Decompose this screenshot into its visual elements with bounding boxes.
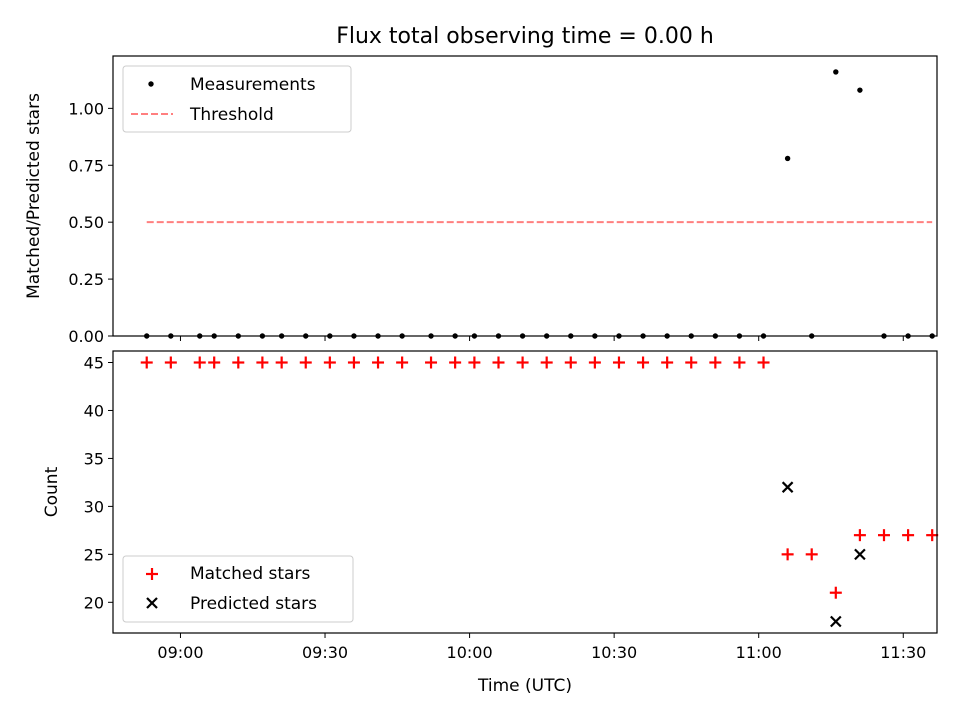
bottom-y-ticks: 20 25 30 35 40 45	[84, 354, 113, 612]
matched-stars-point	[612, 356, 625, 369]
bottom-ytick-label: 30	[84, 497, 104, 516]
legend-threshold-label: Threshold	[189, 105, 274, 125]
matched-stars-point	[733, 356, 746, 369]
top-ytick-label: 0.25	[68, 270, 104, 289]
matched-stars-point	[425, 356, 438, 369]
bottom-x-ticks: 09:00 09:30 10:00 10:30 11:00 11:30	[157, 633, 926, 662]
bottom-plot-area	[140, 356, 939, 628]
top-legend-box	[122, 65, 352, 133]
matched-stars-point	[193, 356, 206, 369]
legend-predicted-label: Predicted stars	[190, 594, 317, 614]
matched-stars-point	[232, 356, 245, 369]
matched-stars-point	[709, 356, 722, 369]
matched-stars-point	[926, 529, 939, 542]
top-ytick-label: 0.00	[68, 327, 104, 346]
top-title: Flux total observing time = 0.00 h	[336, 24, 714, 49]
bottom-xtick-label: 10:00	[447, 643, 493, 662]
matched-stars-point	[829, 586, 842, 599]
bottom-ytick-label: 25	[84, 545, 104, 564]
top-ytick-label: 1.00	[68, 99, 104, 118]
matched-stars-point	[299, 356, 312, 369]
predicted-stars-point	[854, 548, 866, 561]
matched-stars-point	[902, 529, 915, 542]
matched-stars-point	[323, 356, 336, 369]
measurements-point	[784, 155, 791, 162]
bottom-xtick-label: 10:30	[591, 643, 637, 662]
bottom-axes-frame	[112, 350, 938, 634]
bottom-legend: Matched stars Predicted stars	[122, 555, 354, 623]
measurements-point	[857, 87, 863, 93]
matched-stars-point	[540, 356, 553, 369]
bottom-ytick-label: 40	[84, 401, 104, 420]
legend-predicted-marker	[146, 597, 158, 609]
matched-stars-point	[516, 356, 529, 369]
matched-stars-point	[256, 356, 269, 369]
matched-stars-point	[208, 356, 221, 369]
bottom-legend-box	[122, 555, 354, 623]
legend-measurements-label: Measurements	[190, 75, 316, 95]
bottom-xtick-label: 11:00	[736, 643, 782, 662]
matched-stars-point	[164, 356, 177, 369]
bottom-xtick-label: 11:30	[880, 643, 926, 662]
bottom-xtick-label: 09:00	[157, 643, 203, 662]
bottom-x-axis-label: Time (UTC)	[477, 676, 572, 696]
top-y-ticks: 0.00 0.25 0.50 0.75 1.00	[68, 99, 113, 346]
top-axes-frame	[112, 55, 938, 337]
matched-stars-point	[637, 356, 650, 369]
bottom-panel: 20 25 30 35 40 45 09:00 09:30 10:00 10:30 11:00 11…	[42, 350, 939, 696]
bottom-ytick-label: 45	[84, 354, 104, 373]
matched-stars-point	[588, 356, 601, 369]
matched-stars-point	[661, 356, 674, 369]
bottom-ytick-label: 20	[84, 593, 104, 612]
top-legend: Measurements Threshold	[122, 65, 352, 133]
matched-stars-point	[449, 356, 462, 369]
top-panel: Flux total observing time = 0.00 h 0.000…	[24, 24, 938, 346]
matched-stars-point	[275, 356, 288, 369]
predicted-stars-point	[830, 615, 842, 628]
matched-stars-point	[564, 356, 577, 369]
matched-stars-point	[877, 529, 890, 542]
matched-stars-point	[685, 356, 698, 369]
bottom-xtick-label: 09:30	[302, 643, 348, 662]
matched-stars-point	[140, 356, 153, 369]
legend-matched-label: Matched stars	[190, 564, 310, 584]
matched-stars-point	[347, 356, 360, 369]
bottom-y-axis-label: Count	[42, 466, 62, 517]
measurements-point	[833, 69, 839, 75]
legend-measurements-marker	[148, 81, 154, 87]
top-ytick-label: 0.50	[68, 213, 104, 232]
matched-stars-point	[805, 548, 818, 561]
matched-stars-point	[853, 529, 866, 542]
matched-stars-point	[781, 548, 794, 561]
top-ytick-label: 0.75	[68, 156, 104, 175]
legend-matched-marker	[146, 568, 158, 580]
top-x-ticks	[179, 336, 904, 341]
matched-stars-point	[757, 356, 770, 369]
bottom-ytick-label: 35	[84, 449, 104, 468]
matched-stars-point	[492, 356, 505, 369]
predicted-stars-point	[781, 481, 794, 493]
top-y-axis-label: Matched/Predicted stars	[24, 93, 44, 299]
matched-stars-point	[396, 356, 409, 369]
matched-stars-point	[468, 356, 481, 369]
matched-stars-point	[372, 356, 385, 369]
